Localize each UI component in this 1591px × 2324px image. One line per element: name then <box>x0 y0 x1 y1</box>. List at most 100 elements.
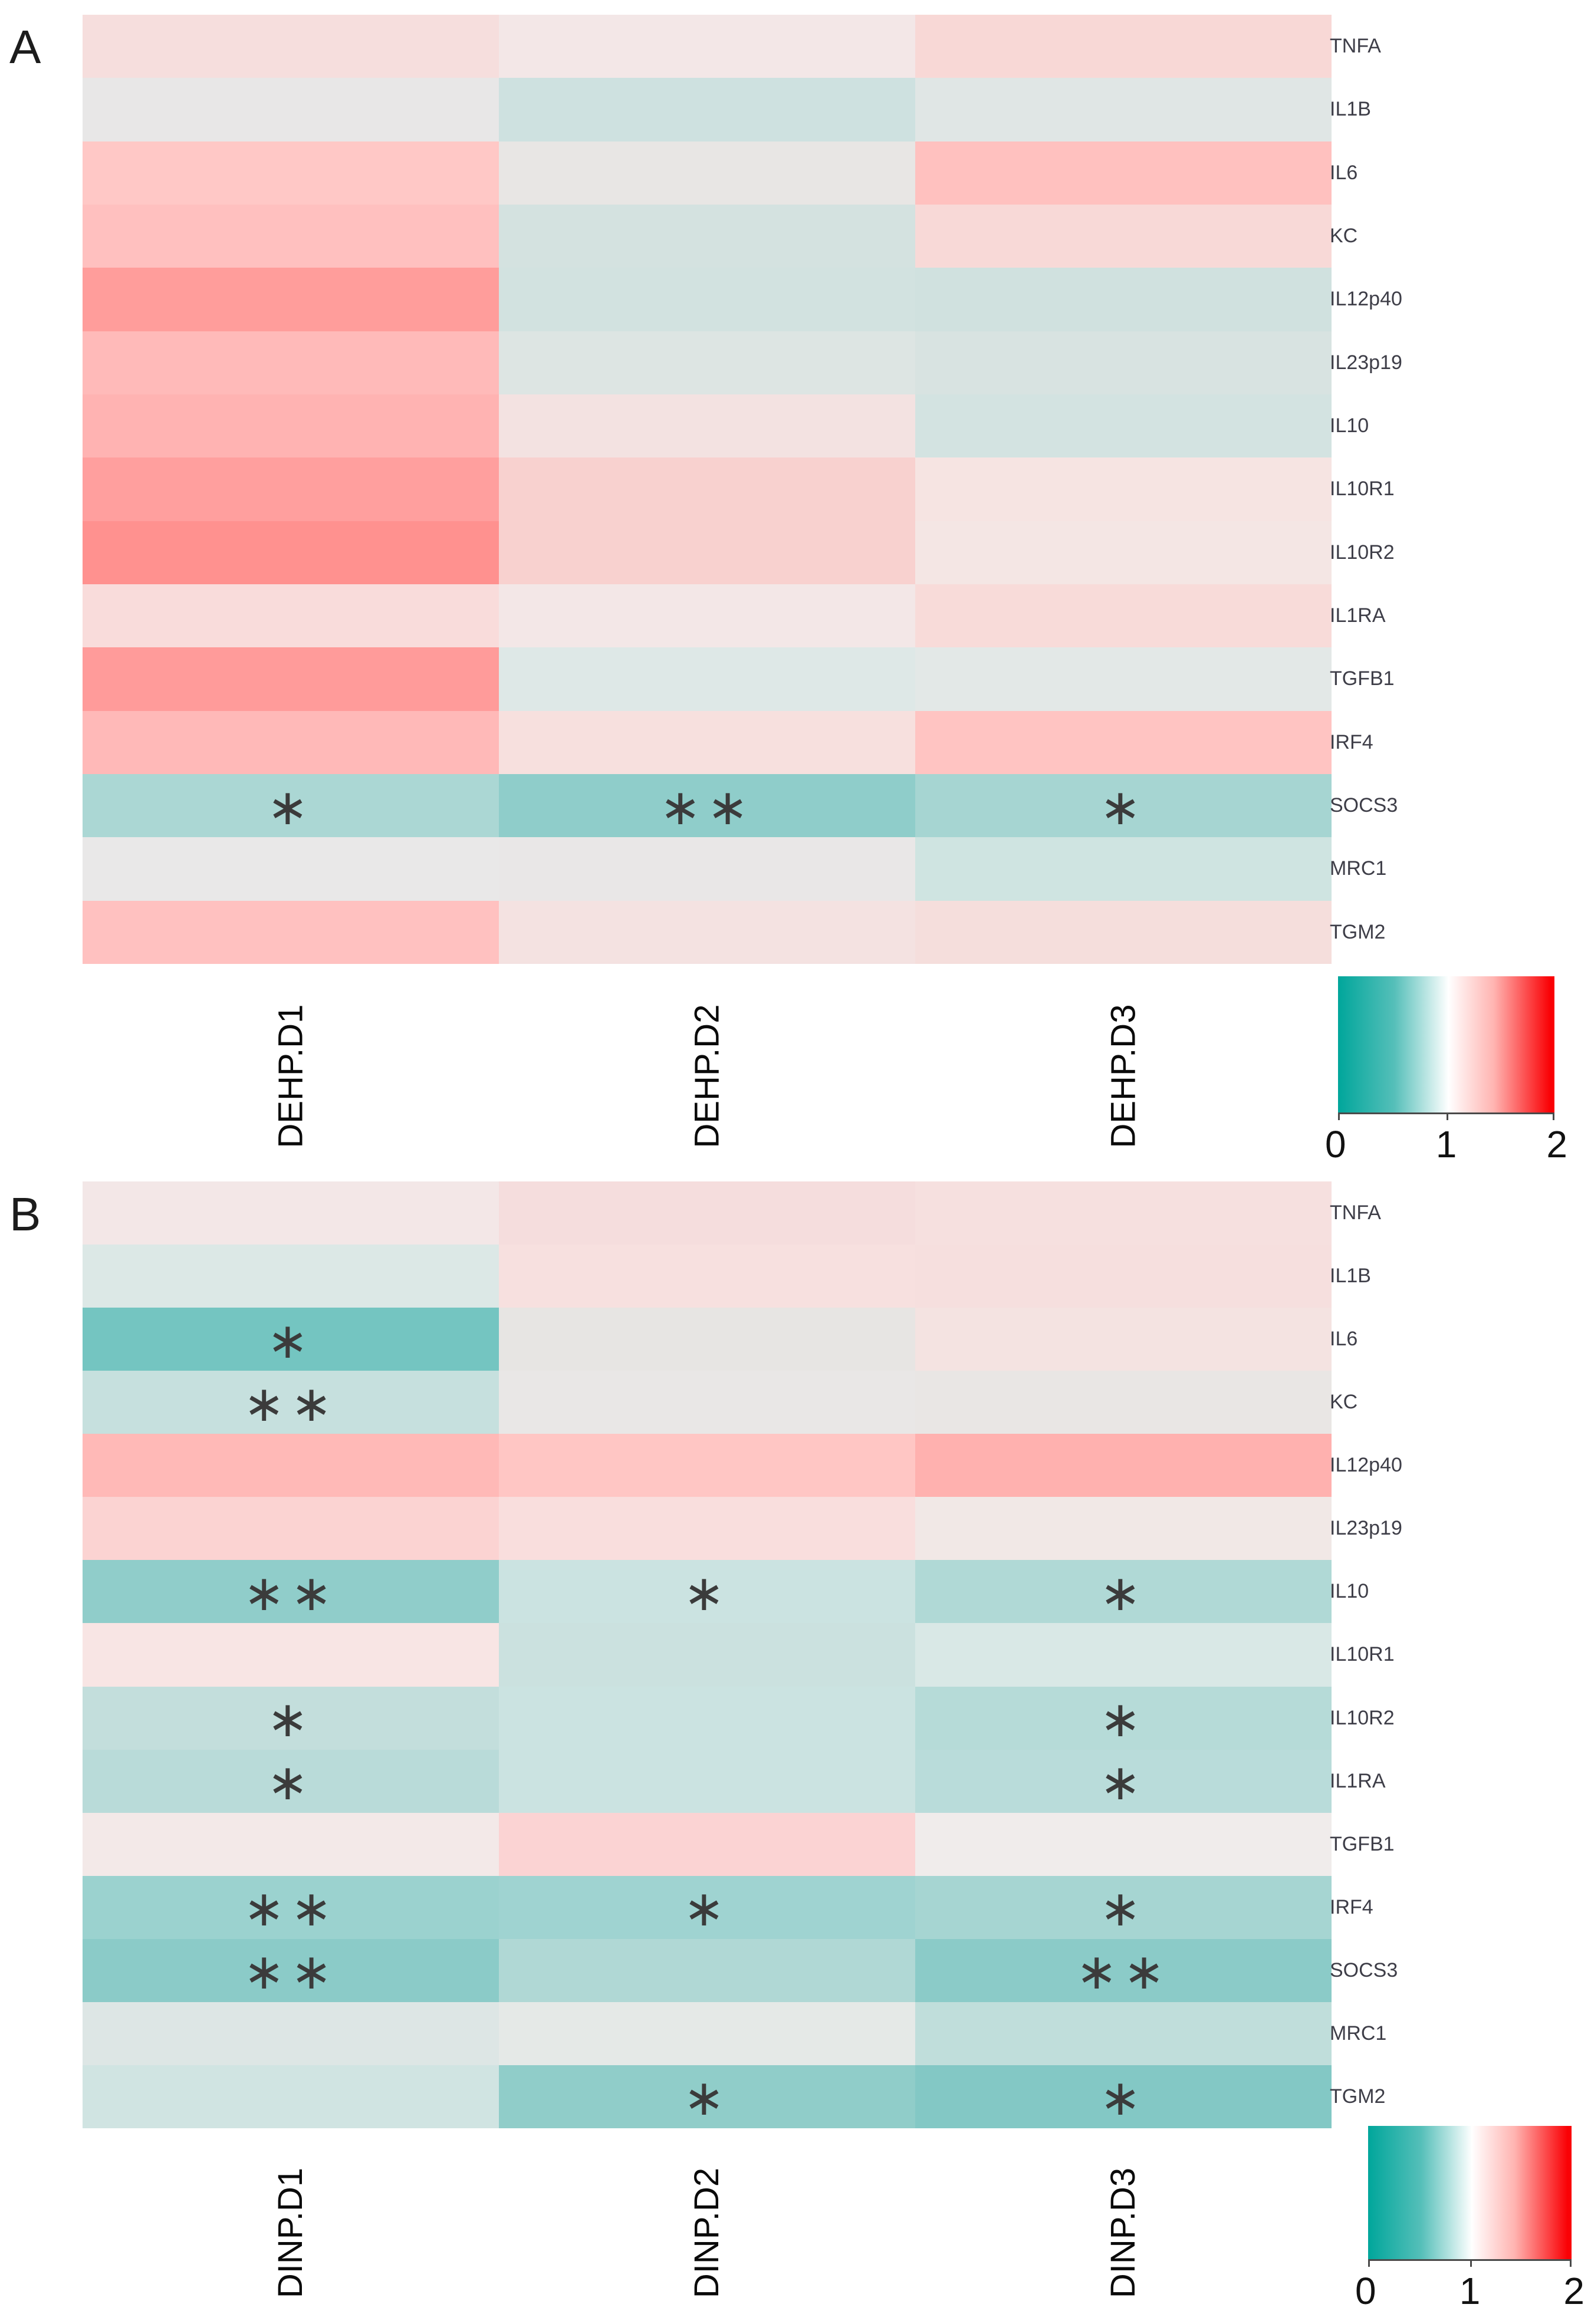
heatmap-cell-B-IL10R2-DINP.D2 <box>499 1686 915 1750</box>
heatmap-cell-B-SOCS3-DINP.D2 <box>499 1938 915 2002</box>
column-label-box-DEHP.D2: DEHP.D2 <box>681 976 734 1176</box>
row-label-IL10R1: IL10R1 <box>1330 1643 1395 1666</box>
heatmap-cell-A-IRF4-DEHP.D1 <box>83 710 499 774</box>
row-label-IL1RA: IL1RA <box>1330 1769 1386 1792</box>
colorbar-tick-labels-a: 0 1 2 <box>1325 1123 1567 1166</box>
heatmap-cell-A-TGM2-DEHP.D2 <box>499 900 915 964</box>
colorbar-b-tick-2: 2 <box>1563 2270 1585 2312</box>
heatmap-cell-B-IL1RA-DINP.D1: ∗ <box>83 1749 499 1813</box>
heatmap-cell-B-IL12p40-DINP.D3 <box>915 1434 1332 1497</box>
heatmap-cell-B-TNFA-DINP.D3 <box>915 1181 1332 1245</box>
heatmap-cell-A-IL10R1-DEHP.D2 <box>499 457 915 521</box>
column-label-DINP.D2: DINP.D2 <box>688 2167 727 2298</box>
heatmap-cell-B-IL10-DINP.D3: ∗ <box>915 1560 1332 1624</box>
heatmap-cell-A-TGM2-DEHP.D3 <box>915 900 1332 964</box>
panel-b-letter: B <box>9 1188 41 1240</box>
colorbar-tickmarks-a <box>1338 1114 1554 1120</box>
heatmap-cell-A-IL1RA-DEHP.D2 <box>499 584 915 648</box>
heatmap-cell-A-SOCS3-DEHP.D3: ∗ <box>915 774 1332 838</box>
heatmap-cell-B-TGM2-DINP.D2: ∗ <box>499 2065 915 2128</box>
column-label-box-DEHP.D1: DEHP.D1 <box>264 976 317 1176</box>
column-label-box-DEHP.D3: DEHP.D3 <box>1097 976 1150 1176</box>
heatmap-cell-A-IRF4-DEHP.D3 <box>915 710 1332 774</box>
heatmap-cell-A-IL1B-DEHP.D2 <box>499 78 915 141</box>
row-label-IL23p19: IL23p19 <box>1330 351 1402 374</box>
heatmap-cell-B-TGM2-DINP.D1 <box>83 2065 499 2128</box>
significance-marker: ∗ <box>1099 1690 1148 1749</box>
heatmap-cell-A-IL10R2-DEHP.D2 <box>499 521 915 584</box>
row-label-IL6: IL6 <box>1330 161 1358 184</box>
heatmap-cell-A-IL23p19-DEHP.D3 <box>915 331 1332 394</box>
significance-marker: ∗ <box>683 1563 731 1622</box>
heatmap-cell-B-IL12p40-DINP.D2 <box>499 1434 915 1497</box>
heatmap-cell-B-TNFA-DINP.D2 <box>499 1181 915 1245</box>
column-label-DINP.D1: DINP.D1 <box>271 2167 310 2298</box>
heatmap-cell-A-TNFA-DEHP.D2 <box>499 15 915 78</box>
colorbar-gradient-b <box>1368 2126 1572 2261</box>
heatmap-cell-B-IL10-DINP.D2: ∗ <box>499 1560 915 1624</box>
heatmap-cell-B-MRC1-DINP.D3 <box>915 2002 1332 2065</box>
heatmap-cell-B-SOCS3-DINP.D3: ∗∗ <box>915 1938 1332 2002</box>
heatmap-cell-B-IL1B-DINP.D3 <box>915 1245 1332 1308</box>
heatmap-cell-B-IL1RA-DINP.D3: ∗ <box>915 1749 1332 1813</box>
heatmap-cell-A-KC-DEHP.D3 <box>915 205 1332 268</box>
column-label-box-DINP.D3: DINP.D3 <box>1097 2141 1150 2324</box>
row-label-IL1B: IL1B <box>1330 98 1371 121</box>
significance-marker: ∗∗ <box>243 1374 338 1433</box>
heatmap-cell-B-IRF4-DINP.D3: ∗ <box>915 1875 1332 1939</box>
heatmap-cell-A-IL10-DEHP.D1 <box>83 394 499 458</box>
row-label-MRC1: MRC1 <box>1330 2022 1387 2045</box>
row-label-KC: KC <box>1330 225 1358 248</box>
significance-marker: ∗ <box>1099 2069 1148 2127</box>
significance-marker: ∗ <box>267 778 315 836</box>
significance-marker: ∗ <box>267 1753 315 1812</box>
heatmap-cell-B-IL10R2-DINP.D3: ∗ <box>915 1686 1332 1750</box>
heatmap-cell-B-IL10-DINP.D1: ∗∗ <box>83 1560 499 1624</box>
heatmap-cell-A-IL1RA-DEHP.D1 <box>83 584 499 648</box>
heatmap-cell-A-IL10R2-DEHP.D1 <box>83 521 499 584</box>
significance-marker: ∗ <box>267 1690 315 1749</box>
significance-marker: ∗ <box>683 2069 731 2127</box>
heatmap-cell-B-IL1B-DINP.D1 <box>83 1245 499 1308</box>
heatmap-panel-b: ∗ ∗∗ ∗∗ ∗ ∗ ∗ ∗ ∗ ∗ ∗∗ ∗ ∗ ∗∗ ∗∗ ∗ ∗ <box>83 1181 1332 2128</box>
heatmap-cell-B-KC-DINP.D3 <box>915 1371 1332 1434</box>
heatmap-cell-B-IL6-DINP.D3 <box>915 1308 1332 1371</box>
heatmap-cell-A-TGFB1-DEHP.D1 <box>83 647 499 711</box>
column-label-DEHP.D3: DEHP.D3 <box>1104 1004 1143 1148</box>
heatmap-cell-B-TNFA-DINP.D1 <box>83 1181 499 1245</box>
heatmap-cell-A-IL10-DEHP.D3 <box>915 394 1332 458</box>
heatmap-cell-A-IL1B-DEHP.D3 <box>915 78 1332 141</box>
row-label-IL23p19: IL23p19 <box>1330 1517 1402 1540</box>
heatmap-cell-B-IL23p19-DINP.D3 <box>915 1497 1332 1561</box>
row-label-TNFA: TNFA <box>1330 1201 1381 1224</box>
row-label-IRF4: IRF4 <box>1330 1895 1373 1918</box>
row-label-IRF4: IRF4 <box>1330 730 1373 753</box>
colorbar-b-tick-0: 0 <box>1355 2270 1376 2312</box>
significance-marker: ∗ <box>267 1311 315 1370</box>
heatmap-cell-B-IL10R2-DINP.D1: ∗ <box>83 1686 499 1750</box>
heatmap-cell-A-IRF4-DEHP.D2 <box>499 710 915 774</box>
heatmap-cell-A-IL23p19-DEHP.D2 <box>499 331 915 394</box>
column-label-DINP.D3: DINP.D3 <box>1104 2167 1143 2298</box>
row-label-TNFA: TNFA <box>1330 35 1381 58</box>
heatmap-cell-B-MRC1-DINP.D1 <box>83 2002 499 2065</box>
heatmap-cell-A-SOCS3-DEHP.D2: ∗∗ <box>499 774 915 838</box>
heatmap-cell-B-IL1B-DINP.D2 <box>499 1245 915 1308</box>
significance-marker: ∗∗ <box>1076 1943 1171 2001</box>
panel-a-letter: A <box>9 21 41 73</box>
colorbar-a: 0 1 2 <box>1325 976 1567 1166</box>
significance-marker: ∗∗ <box>659 778 755 836</box>
heatmap-cell-A-IL6-DEHP.D1 <box>83 141 499 205</box>
heatmap-cell-B-TGFB1-DINP.D3 <box>915 1812 1332 1876</box>
heatmap-cell-B-KC-DINP.D2 <box>499 1371 915 1434</box>
heatmap-cell-B-IL23p19-DINP.D1 <box>83 1497 499 1561</box>
heatmap-cell-A-IL10R1-DEHP.D3 <box>915 457 1332 521</box>
heatmap-cell-A-SOCS3-DEHP.D1: ∗ <box>83 774 499 838</box>
heatmap-cell-B-IL10R1-DINP.D3 <box>915 1623 1332 1687</box>
heatmap-cell-A-IL23p19-DEHP.D1 <box>83 331 499 394</box>
row-label-MRC1: MRC1 <box>1330 857 1387 880</box>
row-label-IL10R2: IL10R2 <box>1330 1706 1395 1729</box>
row-label-SOCS3: SOCS3 <box>1330 794 1398 817</box>
heatmap-cell-B-TGFB1-DINP.D2 <box>499 1812 915 1876</box>
